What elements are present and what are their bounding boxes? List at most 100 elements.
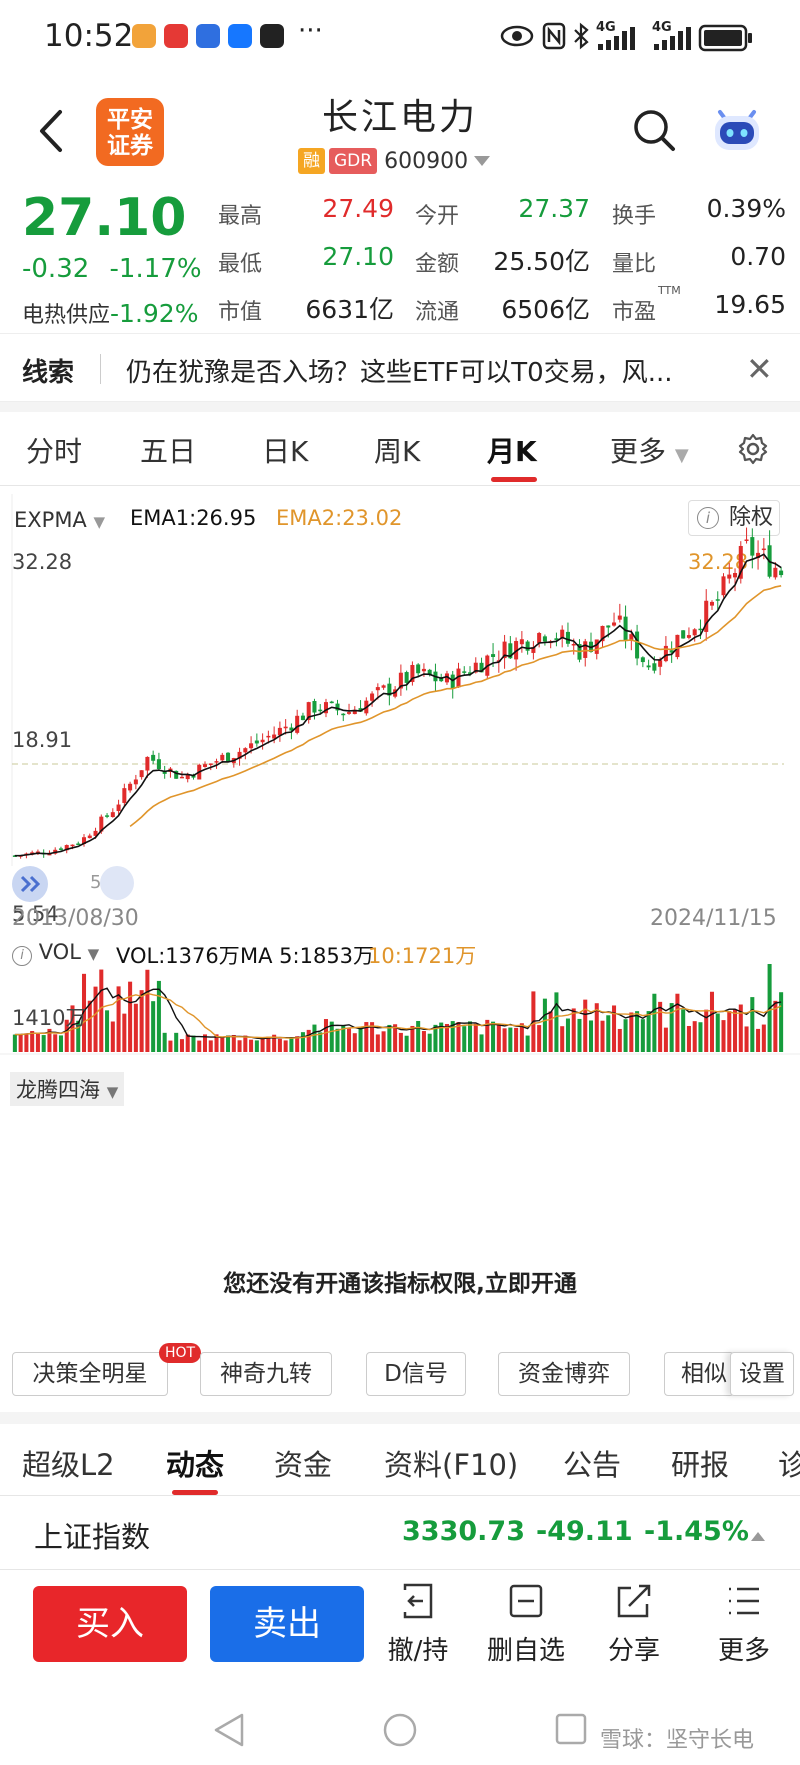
- volume-bar: [335, 1028, 340, 1052]
- back-arrow-icon[interactable]: [32, 106, 72, 156]
- tab-f10[interactable]: 资料(F10): [384, 1448, 519, 1482]
- tab-more[interactable]: 更多 ▼: [610, 435, 689, 468]
- candle-body: [174, 770, 179, 779]
- nav-recents-icon[interactable]: [554, 1712, 588, 1746]
- volume-bar: [450, 1021, 455, 1052]
- news-headline[interactable]: 仍在犹豫是否入场？这些ETF可以T0交易，风...: [126, 358, 673, 388]
- volume-bar: [588, 1020, 594, 1052]
- tab-announcements[interactable]: 公告: [563, 1448, 622, 1482]
- volume-bar: [179, 1039, 184, 1052]
- tab-weekly-k[interactable]: 周K: [374, 435, 421, 468]
- volume-bar: [370, 1022, 375, 1052]
- tab-diagnosis[interactable]: 诊: [778, 1448, 800, 1482]
- chevron-up-icon[interactable]: [750, 1530, 766, 1542]
- ai-assistant-icon[interactable]: [710, 102, 764, 156]
- index-name: 上证指数: [34, 1520, 151, 1554]
- volume-bar: [658, 1001, 663, 1052]
- volume-bar: [214, 1034, 219, 1052]
- close-icon[interactable]: ✕: [746, 350, 773, 388]
- ex-rights-button[interactable]: i 除权: [688, 500, 780, 536]
- cancel-hold-button[interactable]: 撤/持: [368, 1582, 468, 1667]
- d-signal-button[interactable]: D信号: [366, 1352, 466, 1396]
- indicator-selector[interactable]: EXPMA ▼: [14, 508, 106, 532]
- candle-body: [715, 599, 720, 601]
- candle-body: [277, 727, 282, 736]
- candle-body: [156, 759, 161, 770]
- similar-button[interactable]: 相似: [664, 1352, 734, 1396]
- vol-ma10-readout: 10:1721万: [368, 944, 477, 968]
- volume-bar: [600, 1020, 605, 1052]
- stock-header: 平安 证券 长江电力 融 GDR 600900: [0, 78, 800, 184]
- capital-game-button[interactable]: 资金博弈: [498, 1352, 630, 1396]
- tab-super-l2[interactable]: 超级L2: [22, 1448, 115, 1482]
- tab-research[interactable]: 研报: [671, 1448, 730, 1482]
- candle-body: [260, 739, 265, 743]
- volume-bar: [565, 1018, 570, 1052]
- volume-bar: [306, 1029, 311, 1052]
- market-index-bar[interactable]: 上证指数 3330.73 -49.11 -1.45%: [0, 1496, 800, 1570]
- remove-watchlist-button[interactable]: 删自选: [476, 1582, 576, 1667]
- candle-body: [64, 845, 69, 851]
- share-button[interactable]: 分享: [584, 1582, 684, 1667]
- stock-name: 长江电力: [321, 97, 478, 138]
- nav-back-icon[interactable]: [212, 1712, 246, 1748]
- more-actions-button[interactable]: 更多: [694, 1582, 794, 1667]
- volume-bar: [347, 1028, 352, 1052]
- volume-bar: [272, 1034, 277, 1052]
- tools-settings-button[interactable]: 设置: [730, 1352, 794, 1396]
- activate-link[interactable]: 立即开通: [484, 1271, 577, 1297]
- tab-intraday[interactable]: 分时: [26, 435, 83, 468]
- candle-body: [698, 628, 703, 631]
- decision-allstar-button[interactable]: 决策全明星 HOT: [12, 1343, 202, 1396]
- volume-bar: [404, 1035, 409, 1052]
- volume-bar: [560, 1026, 565, 1052]
- sector-change[interactable]: 电热供应-1.92%: [22, 299, 199, 328]
- candle-body: [12, 855, 17, 857]
- volume-bar: [421, 1031, 426, 1052]
- candle-body: [99, 816, 104, 832]
- candle-body: [658, 660, 663, 667]
- tab-monthly-k[interactable]: 月K: [487, 435, 537, 468]
- candle-body: [519, 639, 524, 645]
- volume-bar: [145, 969, 150, 1052]
- remove-watchlist-icon: [509, 1584, 543, 1618]
- trade-action-bar: 买入 卖出 撤/持 删自选 分享 更多: [0, 1572, 800, 1692]
- volume-bar: [663, 1027, 668, 1052]
- signal-label-2: 4G: [652, 20, 672, 35]
- quote-value-market-cap: 6631亿: [305, 295, 394, 324]
- volume-bar: [416, 1020, 421, 1052]
- quote-value-amount: 25.50亿: [493, 247, 590, 276]
- tab-five-day[interactable]: 五日: [140, 435, 197, 468]
- expand-arrows-icon[interactable]: [10, 864, 50, 904]
- lower-indicator-selector[interactable]: 龙腾四海 ▼: [10, 1072, 125, 1106]
- pe-ttm-sup: TTM: [658, 284, 681, 297]
- sell-button[interactable]: 卖出: [210, 1586, 364, 1662]
- tab-daily-k[interactable]: 日K: [262, 435, 309, 468]
- tab-news-feed[interactable]: 动态: [166, 1448, 225, 1482]
- volume-bar: [606, 1015, 611, 1052]
- volume-bar: [542, 998, 547, 1052]
- tab-capital[interactable]: 资金: [274, 1448, 333, 1482]
- kline-svg: [0, 494, 800, 1055]
- stock-code-selector[interactable]: 融 GDR 600900: [298, 147, 492, 175]
- buy-button[interactable]: 买入: [33, 1586, 187, 1662]
- chart-settings-gear-icon[interactable]: [736, 432, 770, 466]
- kline-chart-area[interactable]: EXPMA ▼ EMA1:26.95 EMA2:23.02 i 除权 32.28 …: [0, 486, 800, 1356]
- y-axis-low-label: 5.54: [12, 902, 59, 926]
- quote-label-pe: 市盈: [612, 300, 657, 325]
- magic-nine-button[interactable]: 神奇九转: [200, 1352, 332, 1396]
- candle-body: [237, 751, 242, 759]
- quote-label-volume-ratio: 量比: [612, 252, 657, 277]
- vol-ma5-line: [14, 987, 782, 1040]
- nav-home-icon[interactable]: [382, 1712, 418, 1748]
- volume-bar: [375, 1034, 380, 1052]
- quote-label-high: 最高: [218, 204, 263, 229]
- quote-value-pe: 19.65: [714, 290, 786, 319]
- candle-body: [335, 703, 340, 711]
- news-ticker[interactable]: 线索 仍在犹豫是否入场？这些ETF可以T0交易，风... ✕: [0, 334, 800, 402]
- candle-body: [347, 712, 352, 714]
- notification-app-icon: [260, 24, 284, 48]
- volume-indicator-selector[interactable]: i VOL ▼: [12, 940, 99, 966]
- search-icon[interactable]: [632, 108, 676, 152]
- candle-body: [358, 708, 363, 712]
